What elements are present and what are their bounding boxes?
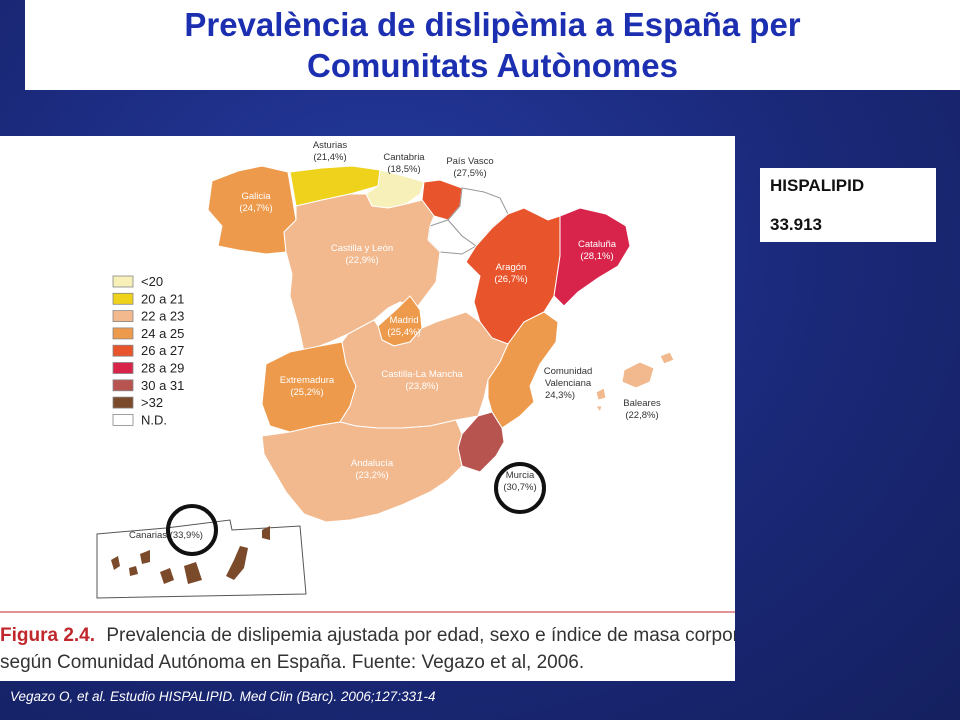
spain-map-svg: Galicia (24,7%) Asturias (21,4%) Cantabr… [0,140,735,673]
label-comunidad-valenciana: Comunidad Valenciana 24,3%) [544,366,593,401]
hispalipid-callout: HISPALIPID 33.913 [760,168,936,242]
label-aragon: Aragón (26,7%) [494,262,527,285]
svg-text:Murcia: Murcia [506,470,535,481]
label-andalucia: Andalucía (23,2%) [351,458,394,481]
svg-text:(22,8%): (22,8%) [625,410,658,421]
legend-label: >32 [141,395,163,410]
svg-text:País Vasco: País Vasco [446,156,493,167]
legend-swatch [112,275,134,288]
figure-caption-text1: Prevalencia de dislipemia ajustada por e… [106,625,735,646]
svg-text:(28,1%): (28,1%) [580,251,613,262]
svg-text:Andalucía: Andalucía [351,458,394,469]
svg-text:Cantabria: Cantabria [383,152,425,163]
region-cataluna [553,207,631,307]
svg-text:Valenciana: Valenciana [545,378,592,389]
svg-text:(24,7%): (24,7%) [239,203,272,214]
map-figure: Galicia (24,7%) Asturias (21,4%) Cantabr… [0,136,735,681]
legend-swatch [112,379,134,392]
label-cataluna: Cataluña (28,1%) [578,239,617,262]
region-andalucia [261,419,463,523]
legend-swatch [112,413,134,426]
svg-text:(30,7%): (30,7%) [503,482,536,493]
slide-title-line1: Prevalència de dislipèmia a España per [184,6,801,43]
label-canarias: Canarias (33,9%) [129,530,203,541]
footer-citation: Vegazo O, et al. Estudio HISPALIPID. Med… [10,689,436,704]
svg-text:Madrid: Madrid [389,315,418,326]
label-extremadura: Extremadura (25,2%) [280,375,335,398]
svg-text:Castilla y León: Castilla y León [331,243,393,254]
callout-sample-size: 33.913 [770,215,822,234]
label-madrid: Madrid (25,4%) [387,315,420,338]
svg-text:Galicia: Galicia [241,191,271,202]
legend-swatch [112,327,134,340]
canarias-islands [111,526,270,584]
region-baleares-mallorca [621,361,655,389]
label-pais-vasco: País Vasco (27,5%) [446,156,493,179]
legend-swatch [112,344,134,357]
svg-text:(18,5%): (18,5%) [387,164,420,175]
svg-text:(25,2%): (25,2%) [290,387,323,398]
legend-label: 28 a 29 [141,361,184,376]
legend: <20 20 a 21 22 a 23 24 a 25 26 a 27 28 a 29 30… [112,274,184,427]
region-baleares-menorca [659,351,675,365]
legend-label: 26 a 27 [141,343,184,358]
highlight-circle-canarias [166,504,218,556]
callout-study-name: HISPALIPID [770,176,865,195]
region-baleares-formentera [595,405,603,414]
legend-label: 30 a 31 [141,378,184,393]
svg-text:(23,2%): (23,2%) [355,470,388,481]
legend-swatch [112,292,134,305]
svg-text:24,3%): 24,3%) [545,390,575,401]
title-box [25,0,960,90]
legend-label: 20 a 21 [141,291,184,306]
highlight-circle-murcia [494,462,546,514]
svg-text:Extremadura: Extremadura [280,375,335,386]
svg-text:Asturias: Asturias [313,140,348,151]
svg-text:Aragón: Aragón [496,262,527,273]
slide-title-line2: Comunitats Autònomes [307,47,678,84]
legend-label: <20 [141,274,163,289]
figure-caption-line1: Figura 2.4. Prevalencia de dislipemia aj… [0,625,735,646]
legend-label: 24 a 25 [141,326,184,341]
svg-text:Comunidad: Comunidad [544,366,593,377]
svg-text:(26,7%): (26,7%) [494,274,527,285]
svg-text:(27,5%): (27,5%) [453,168,486,179]
legend-swatch [112,396,134,409]
region-murcia [457,411,505,473]
label-cantabria: Cantabria (18,5%) [383,152,425,175]
legend-swatch [112,310,134,323]
legend-label: 22 a 23 [141,309,184,324]
svg-text:Baleares: Baleares [623,398,661,409]
figure-caption-line2: según Comunidad Autónoma en España. Fuen… [0,652,584,673]
svg-text:(21,4%): (21,4%) [313,152,346,163]
legend-label: N.D. [141,412,167,427]
label-asturias: Asturias (21,4%) [313,140,348,163]
label-castilla-leon: Castilla y León (22,9%) [331,243,393,266]
svg-text:(23,8%): (23,8%) [405,381,438,392]
label-murcia: Murcia (30,7%) [503,470,536,493]
slide-title: Prevalència de dislipèmia a España per C… [25,4,960,86]
svg-text:(25,4%): (25,4%) [387,327,420,338]
figure-caption-prefix: Figura 2.4. [0,625,95,646]
label-baleares: Baleares (22,8%) [623,398,661,421]
label-galicia: Galicia (24,7%) [239,191,272,214]
svg-text:Castilla-La Mancha: Castilla-La Mancha [381,369,463,380]
legend-swatch [112,362,134,374]
region-baleares-ibiza [595,387,607,401]
label-castilla-la-mancha: Castilla-La Mancha (23,8%) [381,369,463,392]
svg-text:(22,9%): (22,9%) [345,255,378,266]
svg-text:Cataluña: Cataluña [578,239,617,250]
